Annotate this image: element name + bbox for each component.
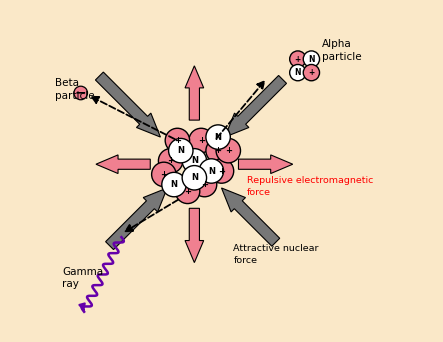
Circle shape: [206, 125, 230, 149]
Circle shape: [189, 128, 214, 153]
Text: +: +: [308, 68, 315, 77]
Text: +: +: [160, 170, 167, 179]
Text: N: N: [308, 55, 315, 64]
Text: Gamma
ray: Gamma ray: [62, 267, 103, 289]
Circle shape: [182, 166, 206, 190]
FancyArrow shape: [105, 188, 167, 250]
Circle shape: [192, 172, 217, 197]
Circle shape: [162, 172, 186, 197]
Text: N: N: [171, 180, 178, 189]
Text: +: +: [295, 55, 301, 64]
Circle shape: [152, 162, 176, 187]
Circle shape: [209, 159, 234, 183]
Circle shape: [303, 51, 319, 67]
Circle shape: [182, 149, 206, 173]
FancyArrow shape: [185, 208, 204, 263]
Circle shape: [175, 179, 200, 203]
Circle shape: [199, 159, 224, 183]
Text: +: +: [214, 146, 222, 155]
FancyArrow shape: [238, 155, 293, 173]
Text: −: −: [75, 86, 86, 100]
Circle shape: [216, 139, 241, 163]
Text: N: N: [214, 133, 222, 142]
Circle shape: [159, 149, 183, 173]
Circle shape: [74, 86, 88, 100]
Text: N: N: [295, 68, 301, 77]
FancyArrow shape: [185, 66, 204, 120]
Text: +: +: [167, 156, 174, 165]
Text: N: N: [177, 146, 184, 155]
Text: Repulsive electromagnetic
force: Repulsive electromagnetic force: [247, 176, 373, 197]
Circle shape: [206, 139, 230, 163]
Circle shape: [165, 128, 190, 153]
Text: +: +: [174, 136, 181, 145]
Text: +: +: [198, 136, 205, 145]
FancyArrow shape: [95, 72, 160, 137]
Text: Beta
particle: Beta particle: [55, 78, 95, 101]
Text: +: +: [201, 180, 208, 189]
Text: +: +: [225, 146, 232, 155]
Circle shape: [290, 51, 306, 67]
FancyArrow shape: [96, 155, 150, 173]
Text: N: N: [208, 167, 215, 175]
FancyArrow shape: [222, 188, 280, 246]
Circle shape: [169, 139, 193, 163]
Text: N: N: [191, 173, 198, 182]
Text: N: N: [191, 156, 198, 165]
Text: Attractive nuclear
force: Attractive nuclear force: [233, 244, 319, 264]
Text: Alpha
particle: Alpha particle: [322, 39, 361, 62]
Text: +: +: [218, 167, 225, 175]
FancyArrow shape: [225, 76, 287, 137]
Circle shape: [303, 65, 319, 81]
Circle shape: [290, 65, 306, 81]
Text: +: +: [184, 187, 191, 196]
